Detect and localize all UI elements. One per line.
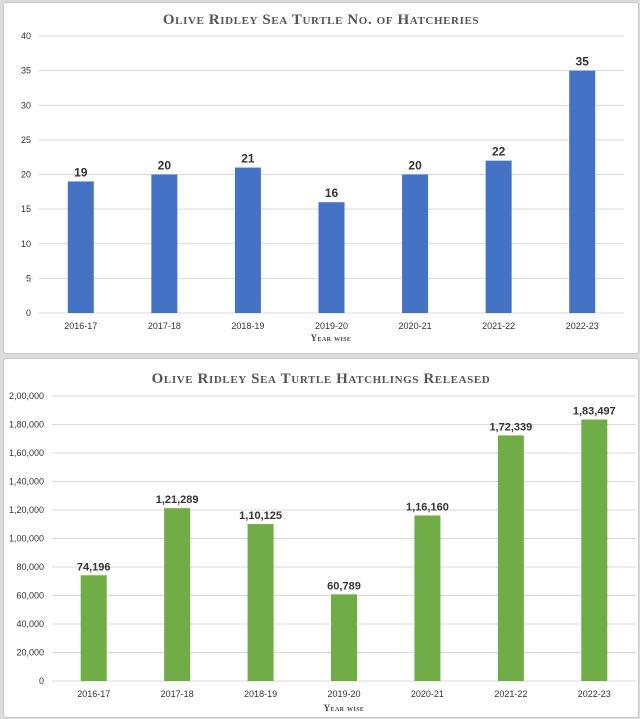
hatcheries-y-tick-label: 0 [26, 308, 31, 318]
hatcheries-y-tick-label: 40 [21, 31, 31, 41]
hatchlings-x-tick-label: 2016-17 [77, 689, 110, 699]
hatchlings-data-label: 1,72,339 [489, 421, 532, 433]
hatchlings-x-tick-label: 2020-21 [411, 689, 444, 699]
hatchlings-x-tick-label: 2018-19 [244, 689, 277, 699]
hatcheries-bar [569, 70, 596, 313]
hatcheries-data-label: 20 [158, 159, 172, 173]
hatcheries-bar [234, 167, 261, 313]
hatcheries-x-tick-label: 2018-19 [231, 321, 264, 331]
hatcheries-x-tick-label: 2016-17 [64, 321, 97, 331]
hatchlings-y-tick-label: 80,000 [16, 562, 44, 572]
hatchlings-bar [414, 515, 441, 681]
hatchlings-y-tick-label: 40,000 [16, 619, 44, 629]
hatcheries-data-label: 16 [325, 186, 339, 200]
hatcheries-bar [402, 174, 429, 313]
hatchlings-x-tick-label: 2022-23 [578, 689, 611, 699]
hatcheries-y-tick-label: 35 [21, 66, 31, 76]
hatcheries-x-tick-label: 2020-21 [399, 321, 432, 331]
hatchlings-bar [80, 575, 107, 681]
hatcheries-y-tick-label: 30 [21, 100, 31, 110]
hatcheries-chart: Olive Ridley Sea Turtle No. of Hatcherie… [21, 12, 624, 343]
hatchlings-x-tick-label: 2021-22 [494, 689, 527, 699]
hatchlings-y-tick-label: 20,000 [16, 648, 44, 658]
hatcheries-x-tick-label: 2022-23 [566, 321, 599, 331]
hatcheries-data-label: 20 [408, 159, 422, 173]
hatcheries-x-tick-label: 2019-20 [315, 321, 348, 331]
hatcheries-bar [485, 160, 512, 313]
hatchlings-data-label: 74,196 [77, 561, 111, 573]
hatchlings-bar [164, 508, 191, 681]
hatchlings-y-tick-label: 1,40,000 [9, 477, 44, 487]
hatchlings-data-label: 1,10,125 [239, 510, 282, 522]
hatcheries-chart-panel: Olive Ridley Sea Turtle No. of Hatcherie… [3, 2, 639, 354]
hatchlings-bar [497, 435, 524, 681]
hatcheries-x-tick-label: 2017-18 [148, 321, 181, 331]
hatchlings-chart-title: Olive Ridley Sea Turtle Hatchlings Relea… [152, 371, 491, 387]
hatcheries-x-axis-label: Year wise [311, 333, 352, 343]
hatcheries-y-tick-label: 25 [21, 135, 31, 145]
hatchlings-bar [331, 594, 357, 681]
hatchlings-chart: Olive Ridley Sea Turtle Hatchlings Relea… [9, 371, 636, 713]
hatchlings-y-tick-label: 60,000 [16, 591, 44, 601]
hatcheries-data-label: 21 [241, 152, 255, 166]
hatchlings-x-axis-label: Year wise [324, 703, 365, 713]
hatcheries-bar [67, 181, 94, 313]
hatchlings-chart-panel: Olive Ridley Sea Turtle Hatchlings Relea… [3, 358, 639, 718]
hatcheries-data-label: 22 [492, 145, 506, 159]
hatchlings-x-tick-label: 2019-20 [327, 689, 360, 699]
hatcheries-y-tick-label: 5 [26, 273, 31, 283]
hatcheries-bar [151, 174, 178, 313]
hatcheries-y-tick-label: 15 [21, 204, 31, 214]
hatchlings-x-tick-label: 2017-18 [161, 689, 194, 699]
hatcheries-y-tick-label: 20 [21, 170, 31, 180]
hatchlings-data-label: 1,16,160 [406, 501, 449, 513]
hatchlings-y-tick-label: 1,60,000 [9, 448, 44, 458]
hatcheries-chart-title: Olive Ridley Sea Turtle No. of Hatcherie… [163, 12, 479, 28]
hatcheries-data-label: 19 [74, 165, 88, 179]
hatchlings-y-tick-label: 1,80,000 [9, 420, 44, 430]
hatchlings-data-label: 1,21,289 [156, 494, 199, 506]
hatchlings-data-label: 1,83,497 [573, 406, 616, 418]
hatchlings-bar [581, 419, 608, 681]
hatcheries-x-tick-label: 2021-22 [482, 321, 515, 331]
hatchlings-y-tick-label: 1,20,000 [9, 505, 44, 515]
hatcheries-y-tick-label: 10 [21, 239, 31, 249]
hatchlings-bar [247, 524, 274, 681]
hatchlings-y-tick-label: 0 [39, 676, 44, 686]
hatchlings-y-tick-label: 2,00,000 [9, 391, 44, 401]
hatchlings-data-label: 60,789 [327, 580, 361, 592]
hatcheries-data-label: 35 [576, 55, 590, 69]
hatchlings-y-tick-label: 1,00,000 [9, 534, 44, 544]
hatcheries-bar [318, 202, 345, 313]
